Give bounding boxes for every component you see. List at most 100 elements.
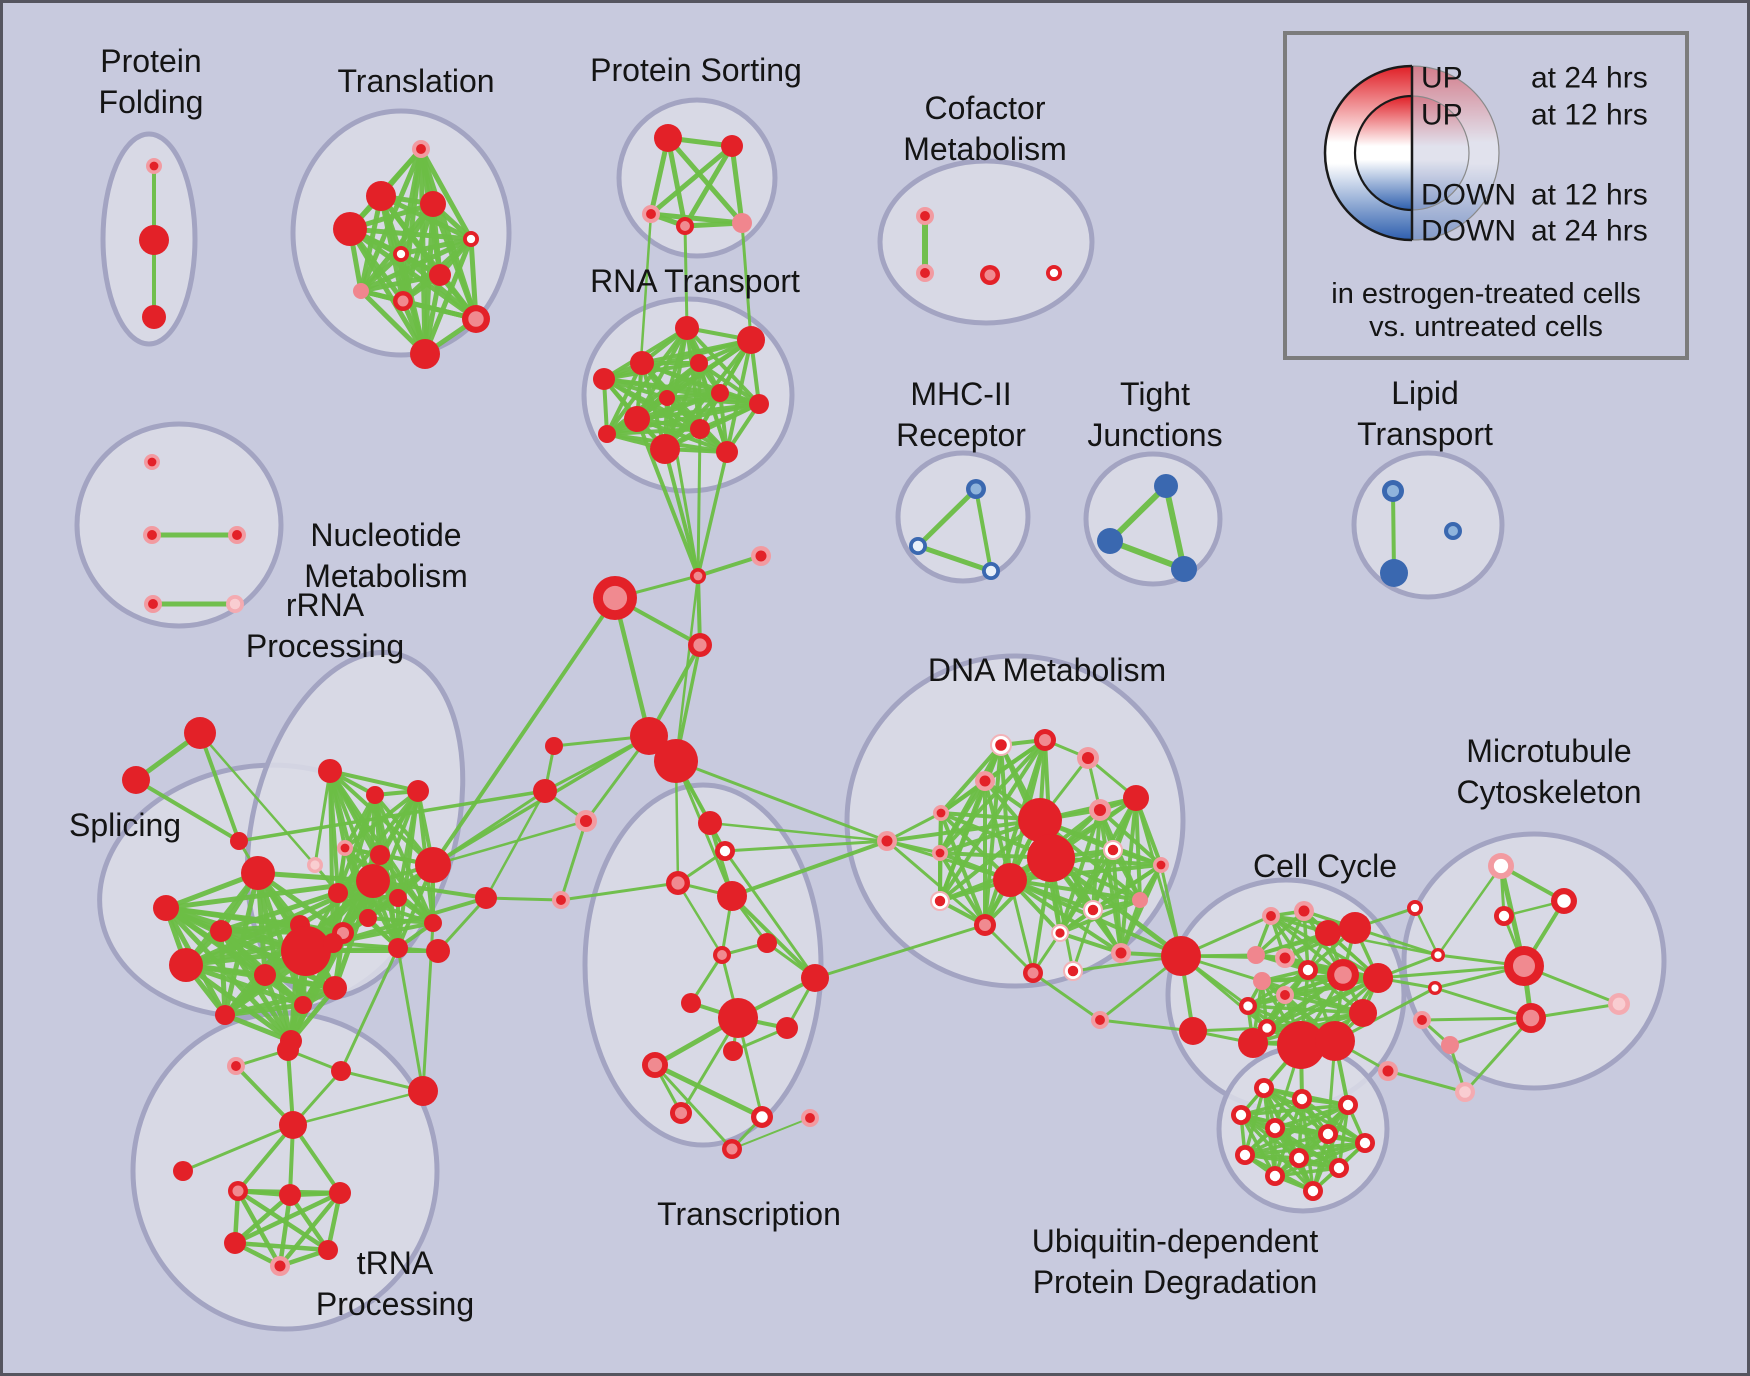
network-edge: [1163, 483, 1187, 572]
node-t7: [429, 264, 451, 286]
network-edge: [885, 839, 1012, 882]
node-nm4-center: [148, 599, 158, 609]
node-dn16-center: [1055, 928, 1065, 938]
node-dn14-center: [934, 895, 946, 907]
cluster-label-microtubule-cytoskeleton: Cytoskeleton: [1457, 774, 1642, 810]
node-cc4: [1339, 912, 1371, 944]
node-mt10: [1441, 1036, 1459, 1054]
node-rr6: [370, 845, 390, 865]
network-edge: [605, 361, 701, 436]
network-edge: [1107, 538, 1187, 572]
network-edge: [1265, 1011, 1365, 1030]
node-tx6-center: [274, 1260, 286, 1272]
node-tc2-center: [231, 1061, 241, 1071]
network-edge: [559, 881, 680, 902]
node-ps5: [732, 213, 752, 233]
network-edge: [983, 923, 1035, 975]
node-tr13-center: [674, 1106, 688, 1120]
node-tj3: [1171, 556, 1197, 582]
network-edge: [1260, 976, 1380, 983]
cluster-label-ubiquitin-degradation: Protein Degradation: [1033, 1264, 1318, 1300]
node-rt1: [675, 316, 699, 340]
node-mt6-center: [1431, 984, 1439, 992]
node-cc1-center: [1266, 911, 1276, 921]
network-edge: [635, 212, 653, 421]
network-edge: [431, 789, 547, 867]
network-edge: [1243, 1132, 1330, 1157]
cluster-label-splicing: Splicing: [69, 807, 181, 843]
node-cc12-center: [1243, 1001, 1253, 1011]
node-nm2-center: [147, 530, 157, 540]
node-cc10: [1253, 972, 1271, 990]
node-rr1: [318, 759, 342, 783]
node-dn11-center: [1093, 803, 1107, 817]
node-j1-center: [693, 571, 703, 581]
network-edge: [1058, 808, 1102, 935]
network-edge: [134, 778, 241, 843]
network-edge: [347, 226, 428, 357]
node-t3: [420, 191, 446, 217]
node-cc11-center: [1280, 990, 1290, 1000]
node-tx1-center: [232, 1185, 244, 1197]
node-ub11-center: [1307, 1185, 1319, 1197]
node-cc7-center: [1302, 964, 1314, 976]
network-edge: [358, 272, 443, 294]
cluster-label-rrna-processing: rRNA: [286, 587, 365, 623]
network-edge: [648, 143, 735, 217]
node-ub5-center: [1269, 1122, 1281, 1134]
cluster-label-rrna-processing: Processing: [246, 628, 404, 664]
cluster-label-microtubule-cytoskeleton: Microtubule: [1466, 733, 1631, 769]
node-mt8-center: [1522, 1009, 1540, 1027]
network-edge: [163, 905, 294, 1044]
cluster-label-tight-junctions: Junctions: [1087, 417, 1222, 453]
node-dn6-center: [935, 848, 945, 858]
legend-row-time-0: at 24 hrs: [1531, 62, 1648, 95]
node-cc17: [1349, 999, 1377, 1027]
network-edge: [235, 1188, 283, 1269]
network-edge: [1273, 1166, 1341, 1178]
network-edge: [181, 1123, 295, 1173]
legend-row-time-2: at 12 hrs: [1531, 179, 1648, 212]
cluster-label-cofactor-metabolism: Cofactor: [925, 90, 1046, 126]
network-edge: [1098, 808, 1163, 867]
node-sp3: [153, 895, 179, 921]
network-edge: [366, 916, 435, 925]
node-ln2-center: [1448, 526, 1458, 536]
cluster-ellipse-nucleotide-metabolism: [74, 421, 284, 629]
layer-legend: UP at 24 hrs UP at 12 hrs DOWN at 12 hrs DOWN a…: [1283, 31, 1689, 360]
legend-row-time-3: at 24 hrs: [1531, 215, 1648, 248]
network-edge: [983, 779, 1012, 882]
network-edge: [674, 759, 889, 843]
node-tri1: [184, 717, 216, 749]
cluster-label-rna-transport: RNA Transport: [590, 263, 800, 299]
legend-caption-0: in estrogen-treated cells: [1331, 278, 1641, 310]
node-cc9: [1363, 963, 1393, 993]
network-edge: [232, 1190, 343, 1246]
network-edge: [371, 879, 488, 900]
node-rt12: [716, 441, 738, 463]
network-edge: [983, 738, 1047, 927]
network-edge: [974, 487, 993, 573]
node-t8: [353, 283, 369, 299]
cluster-label-protein-folding: Protein: [100, 43, 201, 79]
network-edge: [339, 946, 400, 1073]
node-dn23: [1179, 1017, 1207, 1045]
node-ub10-center: [1269, 1170, 1281, 1182]
network-edge: [336, 789, 420, 895]
node-mt5-center: [1513, 955, 1535, 977]
node-dn21-center: [1115, 947, 1127, 959]
node-rr7: [415, 847, 451, 883]
network-edge: [358, 251, 404, 294]
network-edge: [237, 789, 547, 843]
network-edge: [328, 769, 420, 793]
network-edge: [1107, 483, 1169, 544]
node-dn1-center: [995, 739, 1007, 751]
network-edge: [1134, 796, 1183, 958]
node-t11: [410, 339, 440, 369]
node-dn7: [1018, 798, 1062, 842]
node-tx5: [318, 1240, 338, 1260]
node-rt8: [749, 394, 769, 414]
network-edge: [938, 738, 1047, 855]
network-edge: [697, 361, 761, 406]
